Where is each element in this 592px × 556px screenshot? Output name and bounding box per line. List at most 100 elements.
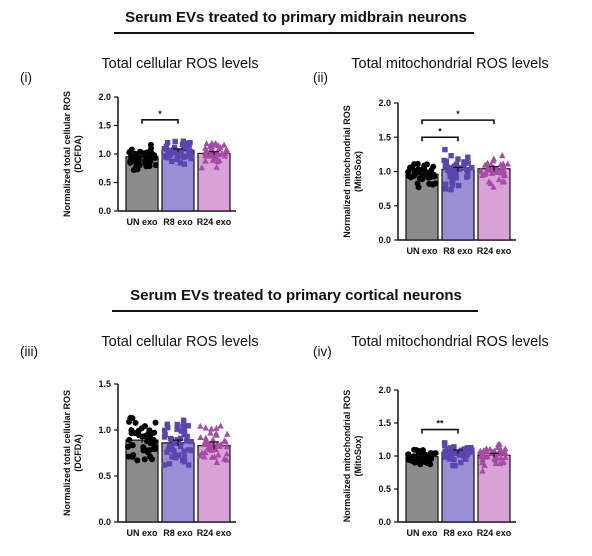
bar: [405, 456, 439, 523]
x-tick-label: R8 exo: [443, 528, 473, 538]
bar: [477, 168, 511, 241]
data-point: [181, 458, 188, 465]
y-tick-label: 0.0: [98, 206, 111, 216]
data-point: [441, 451, 448, 458]
data-point: [165, 446, 172, 453]
data-point: [499, 178, 506, 185]
data-point: [201, 453, 208, 460]
x-tick-label: R8 exo: [163, 217, 193, 227]
data-point: [150, 436, 157, 443]
data-point: [164, 421, 170, 428]
panel-label: (iii): [20, 344, 38, 359]
section-title-cortical: Serum EVs treated to primary cortical ne…: [130, 287, 462, 304]
data-point: [175, 152, 181, 159]
data-point: [169, 158, 175, 165]
data-point: [187, 149, 194, 155]
data-point: [497, 166, 505, 173]
data-point: [222, 438, 229, 445]
data-point: [428, 166, 435, 173]
data-point: [500, 163, 508, 170]
data-point: [211, 453, 218, 460]
significance-bracket: [421, 119, 495, 125]
bar: [125, 439, 159, 523]
data-point: [177, 160, 184, 166]
data-point: [495, 176, 503, 183]
data-point: [164, 139, 171, 146]
data-point: [223, 443, 231, 450]
data-point: [448, 450, 454, 456]
data-point: [429, 450, 436, 457]
data-point: [149, 152, 156, 159]
data-point: [448, 153, 454, 159]
data-point: [442, 448, 448, 454]
data-point: [223, 450, 231, 457]
data-point: [481, 161, 489, 168]
data-point: [166, 461, 173, 467]
data-point: [180, 154, 187, 160]
data-point: [213, 440, 221, 447]
data-point: [140, 444, 147, 451]
data-point: [461, 453, 468, 460]
data-point: [184, 140, 190, 146]
data-point: [442, 442, 448, 449]
y-tick-label: 1.0: [378, 167, 391, 177]
data-point: [161, 434, 168, 440]
y-tick-label: 0.5: [378, 484, 391, 494]
data-point: [197, 422, 204, 429]
data-point: [443, 181, 449, 187]
data-point: [442, 146, 448, 153]
data-point: [216, 143, 224, 150]
data-point: [501, 172, 508, 179]
data-point: [174, 156, 180, 162]
y-tick-label: 1.0: [98, 149, 111, 159]
data-point: [209, 436, 217, 443]
data-point: [427, 174, 434, 181]
panel-label: (i): [20, 70, 32, 85]
data-point: [202, 157, 209, 164]
x-tick-label: R24 exo: [477, 528, 512, 538]
data-point: [149, 456, 156, 463]
data-point: [502, 445, 509, 452]
data-point: [502, 454, 509, 461]
data-point: [479, 459, 486, 466]
data-point: [167, 443, 173, 450]
data-point: [461, 162, 467, 169]
data-point: [172, 138, 178, 145]
data-point: [125, 443, 132, 450]
data-point: [207, 429, 214, 436]
data-point: [132, 419, 139, 426]
y-tick-label: 0.5: [98, 178, 111, 188]
bar: [441, 168, 475, 241]
data-point: [491, 455, 498, 462]
data-point: [504, 160, 512, 167]
data-point: [166, 150, 173, 157]
data-point: [453, 161, 460, 167]
data-point: [477, 453, 485, 460]
data-point: [446, 165, 453, 171]
x-tick-label: R8 exo: [163, 528, 193, 538]
data-point: [165, 155, 171, 161]
data-point: [456, 182, 462, 189]
panel-title: Total mitochondrial ROS levels: [351, 56, 548, 72]
data-point: [178, 149, 184, 155]
data-point: [497, 454, 505, 461]
data-point: [135, 431, 142, 438]
data-point: [488, 169, 496, 176]
data-point: [479, 467, 486, 474]
data-point: [126, 149, 133, 156]
data-point: [485, 178, 493, 185]
section-title-midbrain: Serum EVs treated to primary midbrain ne…: [125, 9, 467, 26]
data-point: [218, 150, 226, 157]
data-point: [213, 430, 220, 437]
data-point: [414, 180, 421, 187]
data-point: [161, 427, 168, 434]
y-tick-label: 2.0: [378, 385, 391, 395]
data-point: [499, 459, 507, 466]
data-point: [467, 449, 474, 455]
x-tick-label: UN exo: [126, 217, 158, 227]
x-tick-label: R24 exo: [197, 217, 232, 227]
data-point: [445, 449, 451, 455]
data-point: [147, 141, 154, 148]
data-point: [429, 181, 436, 188]
